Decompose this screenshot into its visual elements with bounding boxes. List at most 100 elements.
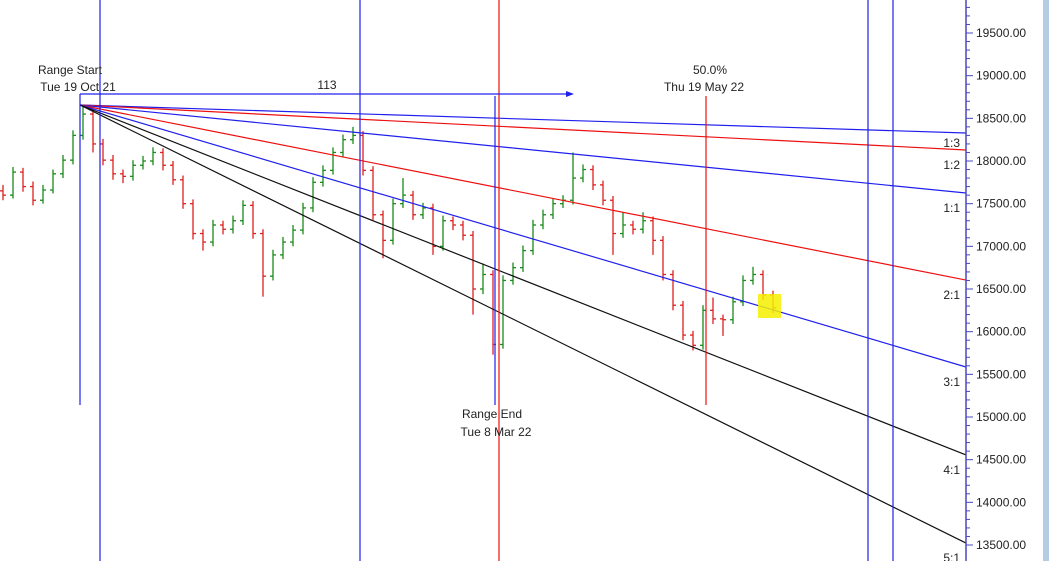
ohlc-bar [220,220,226,235]
ohlc-bar [480,263,486,295]
range-end-date: Tue 8 Mar 22 [461,425,532,439]
ohlc-bar [140,155,146,170]
ohlc-bar [460,220,466,241]
ohlc-bar [440,215,446,251]
fan-label: 1:2 [943,158,960,172]
midpoint-pct-label: 50.0% [693,63,727,77]
ohlc-bar [150,147,156,166]
ohlc-bar [730,296,736,324]
ohlc-bar [330,147,336,175]
ohlc-bar [420,202,426,220]
ohlc-bar [400,178,406,208]
fan-line-1-2[interactable] [79,104,967,151]
ohlc-bar [600,180,606,206]
ohlc-bar [450,216,456,231]
ohlc-bar [270,249,276,281]
ohlc-bar [620,212,626,238]
y-tick-label: 18500.00 [976,111,1026,125]
fan-line-1-3[interactable] [79,104,967,134]
ohlc-bar [70,130,76,165]
arrow-head-icon [566,91,574,97]
ohlc-bar [300,202,306,235]
y-tick-label: 17500.00 [976,197,1026,211]
ohlc-bar [670,270,676,311]
ohlc-bar [20,167,26,192]
midpoint-date-label: Thu 19 May 22 [664,80,744,94]
current-price-highlight [758,294,781,318]
ohlc-bar [630,220,636,235]
ohlc-bar [280,236,286,260]
ohlc-bar [430,203,436,255]
bar-count-label: 113 [317,78,336,92]
ohlc-bar [570,152,576,205]
ohlc-bar [500,275,506,349]
ohlc-bar [310,177,316,213]
ohlc-bar [130,160,136,181]
ohlc-bar [30,181,36,206]
y-tick-label: 14500.00 [976,453,1026,467]
ohlc-bar [590,165,596,191]
ohlc-bar [290,224,296,247]
ohlc-bar [350,126,356,144]
ohlc-bar [680,300,686,341]
ohlc-bar [180,175,186,209]
fan-labels: 1:3 1:2 1:1 2:1 3:1 4:1 5:1 [943,136,960,561]
fan-label: 1:3 [943,136,960,150]
ohlc-bar [230,215,236,234]
fan-label: 3:1 [943,375,960,389]
y-tick-label: 16000.00 [976,325,1026,339]
ohlc-bar [40,184,46,204]
ohlc-bar [320,165,326,187]
fan-line-5-1[interactable] [79,104,967,544]
ohlc-bar [580,164,586,183]
fan-label: 4:1 [943,463,960,477]
ohlc-bar [470,230,476,315]
ohlc-bar [90,109,96,153]
y-axis-panel [967,0,1049,561]
ohlc-bar [200,229,206,251]
ohlc-bar [250,201,256,239]
y-tick-label: 18000.00 [976,154,1026,168]
fan-label: 1:1 [943,201,960,215]
y-tick-label: 15000.00 [976,410,1026,424]
fan-label: 2:1 [943,288,960,302]
gann-fan-lines [79,104,967,544]
ohlc-bar [190,199,196,240]
range-start-date: Tue 19 Oct 21 [40,80,116,94]
fan-line-3-1[interactable] [79,104,967,368]
ohlc-bar [550,198,556,220]
ohlc-bar [120,169,126,184]
ohlc-bar [610,195,616,255]
ohlc-bar [10,166,16,199]
y-tick-label: 15500.00 [976,367,1026,381]
price-bars [0,104,776,355]
range-start-title: Range Start [38,63,103,77]
ohlc-bar [170,160,176,185]
ohlc-bar [370,166,376,220]
ohlc-bar [540,209,546,230]
range-end-title: Range End [462,407,522,421]
ohlc-bar [240,200,246,225]
scrollbar[interactable] [1043,0,1049,561]
y-tick-label: 17000.00 [976,239,1026,253]
y-tick-label: 19500.00 [976,26,1026,40]
ohlc-bar [50,169,56,194]
ohlc-bar [710,297,716,324]
ohlc-bar [260,229,266,297]
ohlc-bar [380,210,386,259]
ohlc-bar [660,236,666,281]
y-axis[interactable]: 19500.00 19000.00 18500.00 18000.00 17500.00… [966,0,1026,552]
ohlc-bar [510,262,516,285]
fan-line-4-1[interactable] [79,104,967,456]
fan-line-1-1[interactable] [79,104,967,194]
ohlc-bar [60,155,66,179]
ohlc-bar [520,245,526,272]
ohlc-bar [720,314,726,336]
ohlc-bar [750,266,756,285]
fan-label: 5:1 [943,551,960,561]
ohlc-bar [210,219,216,247]
ohlc-bar [650,216,656,255]
y-tick-label: 16500.00 [976,282,1026,296]
fan-line-2-1[interactable] [79,104,967,281]
